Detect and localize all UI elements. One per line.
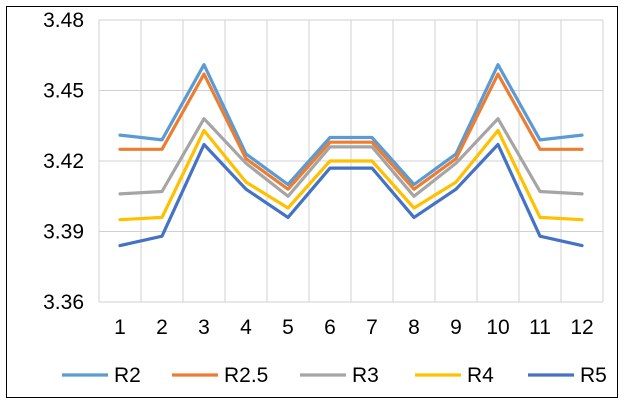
legend-label: R2 [114, 364, 141, 387]
x-tick-label: 10 [486, 316, 509, 339]
x-tick-label: 8 [408, 316, 420, 339]
x-tick-label: 5 [282, 316, 294, 339]
x-tick-label: 12 [570, 316, 593, 339]
x-tick-label: 9 [450, 316, 462, 339]
series-line-r2-5 [118, 72, 584, 191]
y-tick-label: 3.45 [43, 80, 84, 103]
x-axis-ticks: 1 2 3 4 5 6 7 8 9 10 11 12 [114, 316, 594, 339]
x-tick-label: 4 [240, 316, 252, 339]
x-tick-label: 7 [366, 316, 378, 339]
series-line-r5 [118, 142, 584, 248]
x-tick-label: 1 [114, 316, 126, 339]
x-tick-label: 3 [198, 316, 210, 339]
y-tick-label: 3.42 [43, 150, 84, 173]
x-tick-label: 11 [529, 316, 551, 339]
legend: R2 R2.5 R3 R4 R5 [62, 364, 607, 387]
chart-frame [6, 6, 618, 398]
grid-lines [98, 19, 604, 303]
series-lines [118, 63, 584, 248]
x-tick-label: 6 [324, 316, 336, 339]
y-tick-label: 3.36 [43, 291, 84, 314]
y-tick-label: 3.48 [43, 9, 84, 32]
series-line-r3 [118, 117, 584, 198]
legend-label: R4 [467, 364, 494, 387]
y-tick-label: 3.39 [43, 221, 84, 244]
x-tick-label: 2 [156, 316, 168, 339]
series-line-r2 [118, 63, 584, 187]
series-line-r4 [118, 128, 584, 222]
y-axis-ticks: 3.36 3.39 3.42 3.45 3.48 [43, 9, 84, 314]
legend-label: R2.5 [224, 364, 268, 387]
legend-label: R5 [580, 364, 607, 387]
legend-label: R3 [352, 364, 379, 387]
